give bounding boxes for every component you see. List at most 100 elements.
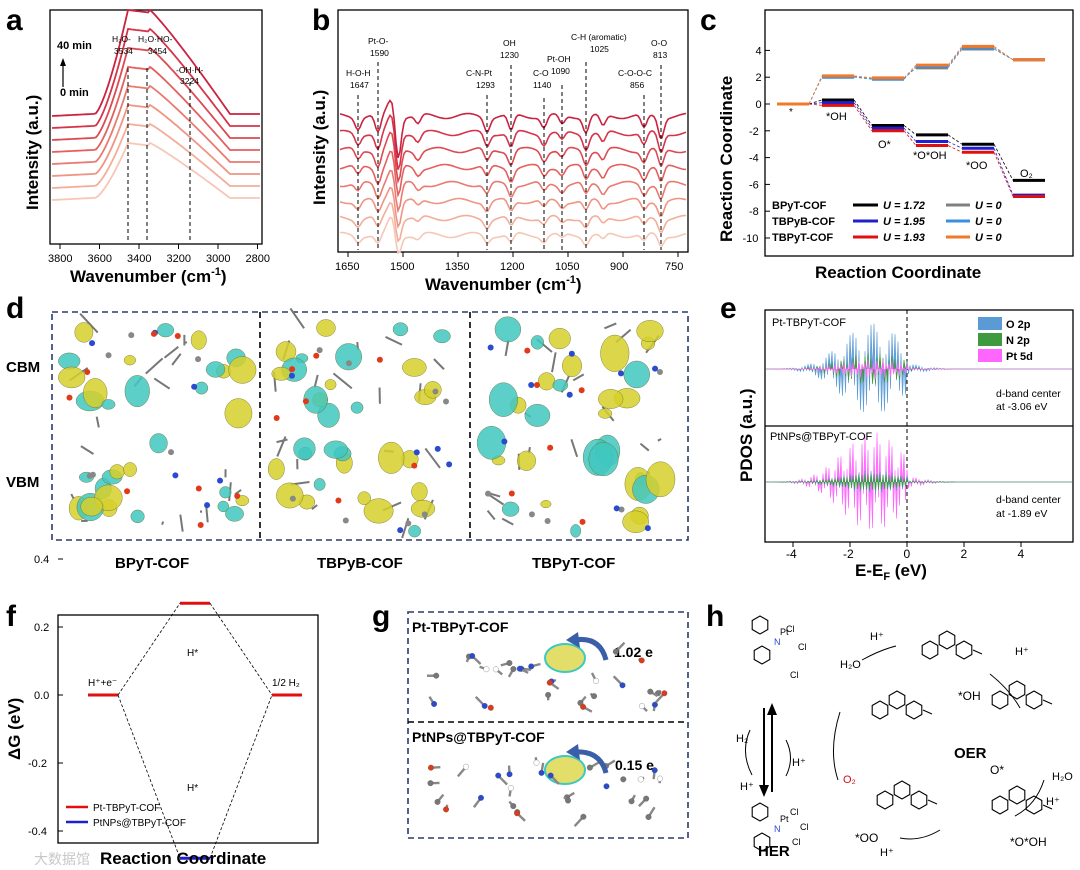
orbital-lobe	[324, 379, 337, 391]
orbital-lobe	[410, 499, 436, 518]
orbital-isosurfaces	[58, 307, 676, 539]
bond	[551, 352, 557, 373]
tick-label-e-4: 4	[1018, 547, 1025, 561]
spectrum-b-7	[339, 114, 687, 170]
atom	[427, 764, 434, 771]
connector-c-2-2	[853, 105, 873, 132]
h-label-o2: O₂	[843, 774, 856, 786]
methyl	[1042, 804, 1053, 810]
peak-b-6-name: Pt-OH	[547, 54, 571, 64]
species-star: *	[789, 107, 793, 118]
panel-letter-g: g	[372, 600, 390, 633]
methyl	[1042, 699, 1053, 705]
atom	[565, 797, 571, 804]
n-atom: N	[774, 637, 781, 647]
species-o2: O₂	[1020, 168, 1033, 180]
atom	[105, 352, 112, 359]
peak-a-3-name: -OH·H-	[176, 65, 204, 75]
tick-label-f-0.2: 0.2	[34, 622, 49, 634]
orbital-lobe	[588, 442, 619, 477]
h-label-hplus-oer1: H⁺	[870, 631, 884, 643]
bond	[604, 322, 617, 330]
legend-c-name-0: BPyT-COF	[772, 200, 827, 212]
legend-n2p-swatch	[978, 333, 1002, 346]
atom	[150, 330, 157, 337]
species-oh: *OH	[826, 111, 847, 123]
orbital-lobe	[600, 334, 630, 372]
peak-a-2-value: 3454	[148, 46, 167, 56]
peak-b-1-value: 1647	[350, 80, 369, 90]
spectrum-a-3	[51, 103, 260, 177]
connector-c-5-1	[808, 75, 823, 105]
row-label-vbm: VBM	[6, 474, 39, 491]
methyl	[922, 709, 933, 715]
oer-ring-b-0	[938, 630, 956, 650]
atom	[434, 798, 441, 805]
spectrum-b-4	[339, 169, 687, 214]
connector-c-3-2	[853, 76, 873, 79]
peak-b-5-value: 1140	[533, 80, 552, 90]
pdos-curves	[765, 323, 1072, 529]
atom	[463, 763, 469, 770]
orbital-lobe	[149, 433, 168, 454]
orbital-lobe	[423, 381, 442, 399]
species-oo: *OO	[966, 160, 988, 172]
connector-c-5-3	[903, 64, 917, 79]
peak-b-6-value: 1090	[551, 66, 570, 76]
peak-a-3-value: 3224	[180, 76, 199, 86]
orbital-lobe	[408, 525, 421, 538]
atom	[195, 485, 202, 492]
connector-c-1-4	[947, 141, 963, 149]
panel-b-x-title: Wavenumber (cm-1)	[425, 274, 582, 294]
oer-ring-a-4	[871, 700, 889, 720]
peak-b-8-name: C-O-O-C	[618, 68, 652, 78]
orbital-lobe	[378, 441, 405, 474]
atom	[335, 497, 342, 504]
connector-c-5-4	[947, 46, 963, 66]
orbital-lobe	[219, 486, 232, 499]
panel-d-frame	[51, 311, 689, 541]
connector-c-3-5	[993, 48, 1014, 61]
h-label-hplus-oer4: H⁺	[880, 847, 894, 859]
atom	[651, 701, 658, 708]
peak-b-7-value: 1025	[590, 44, 609, 54]
connector-c-2-5	[993, 152, 1014, 197]
oer-arrow-2	[989, 673, 1021, 709]
panel-letter-d: d	[6, 292, 24, 325]
atom	[427, 780, 434, 787]
cl-3: Cl	[790, 670, 799, 680]
peak-b-5-name: C-O	[533, 68, 549, 78]
legend-f-blue-label: PtNPs@TBPyT-COF	[93, 818, 186, 829]
oer-ring-a-2	[991, 795, 1009, 815]
peak-b-9-value: 813	[653, 50, 667, 60]
orbital-lobe	[124, 375, 150, 408]
connector-c-4-3	[903, 66, 917, 80]
orbital-lobe	[524, 404, 551, 427]
atom	[431, 701, 438, 707]
atom	[580, 703, 587, 710]
panel-b: b H-O-H 1647 Pt-O- 1590 C-N-Pt 1293 OH 1…	[310, 4, 689, 294]
bond	[504, 339, 510, 357]
bond	[572, 373, 585, 382]
connector-c-4-2	[853, 76, 873, 80]
bond	[488, 493, 505, 506]
atom	[566, 391, 573, 398]
panel-g-frame	[407, 611, 689, 839]
peak-b-8-value: 856	[630, 80, 644, 90]
atom	[174, 332, 181, 339]
bond	[311, 504, 318, 510]
atom	[313, 352, 320, 359]
atom	[528, 381, 535, 388]
bond	[79, 313, 99, 334]
orbital-lobe	[411, 482, 428, 502]
oer-arrow-5	[832, 711, 841, 781]
orbital-lobe	[123, 462, 137, 477]
orbital-lobe	[109, 464, 125, 480]
atom	[316, 347, 323, 354]
orbital-lobe	[645, 461, 676, 498]
orbital-lobe	[276, 482, 304, 509]
orbital-lobe	[58, 366, 86, 389]
atom	[168, 449, 175, 456]
tick-label-a-3200: 3200	[167, 253, 191, 265]
